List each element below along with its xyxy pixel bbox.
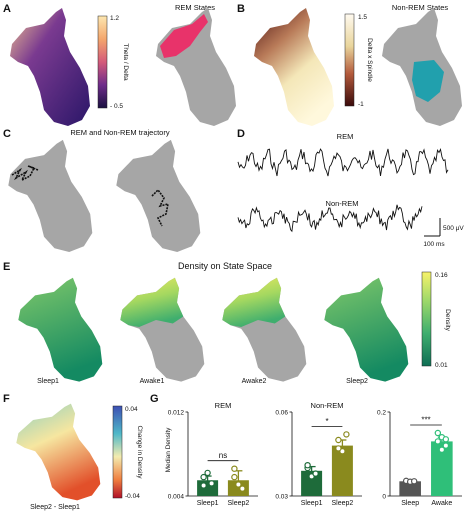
panel-c-map-left (8, 139, 93, 252)
panel-f-cbar-min: -0.04 (125, 493, 140, 500)
chart-0-title: REM (215, 401, 232, 410)
chart-1-bar-0 (301, 470, 323, 496)
chart-2-significance: *** (421, 416, 430, 425)
panel-e-caption-sleep2: Sleep2 (346, 378, 368, 385)
chart-0-point (239, 485, 246, 492)
chart-1-category-1: Sleep2 (332, 500, 354, 507)
panel-b-cbar-min: -1 (358, 101, 364, 108)
chart-1-point (312, 470, 319, 477)
panel-e-map-awake1 (120, 277, 205, 382)
chart-1-title: Non-REM (311, 401, 344, 410)
panel-b-colorbar: 1.5 -1 Delta x Spindle (344, 13, 373, 108)
chart-1-point (343, 431, 350, 438)
panel-f-cbar-label: Change in Density (136, 425, 143, 479)
chart-0-ytick-label: 0.012 (168, 409, 185, 416)
panel-a-label: A (3, 3, 11, 15)
panel-b-cbar-label: Delta x Spindle (366, 38, 373, 82)
panel-b-title: Non-REM States (392, 3, 449, 12)
chart-2-point (434, 429, 442, 437)
panel-b-map-delta (254, 8, 334, 126)
panel-a-map-rem (156, 8, 236, 126)
panel-d-rem-label: REM (337, 132, 354, 141)
panel-f-cbar-max: 0.04 (125, 406, 138, 413)
panel-d-scalebar: 500 μV 100 ms (423, 218, 464, 248)
panel-e-cbar-min: 0.01 (435, 362, 448, 369)
chart-1-point (335, 436, 342, 444)
panel-b-map-nonrem (382, 8, 462, 126)
chart-2-category-0: Sleep (401, 500, 419, 507)
chart-2-ytick-label: 0 (382, 493, 386, 500)
chart-0-point (235, 481, 242, 488)
panel-e-map-sleep1 (18, 277, 103, 382)
chart-2-category-1: Awake (431, 500, 452, 507)
panel-a-title: REM States (175, 3, 215, 12)
chart-1-category-0: Sleep1 (301, 500, 323, 507)
panel-d-nonrem-label: Non-REM (326, 199, 359, 208)
panel-f-map-change (16, 403, 101, 501)
panel-e-map-sleep2 (324, 277, 409, 382)
panel-a-cbar-min: - 0.5 (110, 103, 123, 110)
panel-e-caption-awake2: Awake2 (242, 378, 267, 385)
panel-g-bar-charts: 0.004 0.012 REM Sleep1 Sleep2 ns 0.03 0.06 Non-R… (168, 401, 462, 507)
panel-e-cbar-label: Density (444, 309, 451, 331)
panel-c-trajectory-rem (11, 165, 39, 182)
panel-d-trace-rem (237, 147, 449, 177)
chart-2-point (438, 446, 446, 453)
panel-e-label: E (3, 261, 10, 273)
panel-e-title: Density on State Space (178, 261, 272, 271)
panel-e-caption-sleep1: Sleep1 (37, 378, 59, 385)
panel-a-cbar-max: 1.2 (110, 15, 119, 22)
panel-a-map-theta (10, 8, 90, 126)
chart-2-point (442, 442, 450, 449)
chart-1-ytick-label: 0.06 (275, 409, 288, 416)
chart-0-point (204, 469, 211, 477)
chart-0-ytick-label: 0.004 (168, 493, 185, 500)
panel-f-label: F (3, 393, 10, 405)
chart-1-significance: * (325, 417, 328, 426)
panel-d-label: D (237, 128, 245, 140)
panel-e-map-awake2 (222, 277, 307, 382)
panel-c-title: REM and Non-REM trajectory (70, 128, 169, 137)
chart-2-point (442, 436, 450, 443)
chart-0-point (231, 465, 238, 472)
panel-c-trajectory-nonrem (151, 188, 170, 227)
chart-0-point (200, 473, 207, 481)
chart-2-bar-0 (399, 481, 421, 496)
chart-2-point (410, 478, 418, 485)
panel-f-caption: Sleep2 - Sleep1 (30, 504, 80, 511)
panel-c-map-right (116, 139, 201, 252)
panel-e-cbar-max: 0.16 (435, 272, 448, 279)
chart-0-point (208, 480, 215, 487)
chart-2-ytick-label: 0.2 (377, 409, 386, 416)
chart-0-significance: ns (219, 451, 227, 460)
panel-b-label: B (237, 3, 245, 15)
panel-e-caption-awake1: Awake1 (140, 378, 165, 385)
panel-c-label: C (3, 128, 11, 140)
panel-d-scale-v: 500 μV (443, 225, 464, 232)
panel-f-colorbar: 0.04 -0.04 Change in Density (112, 405, 143, 500)
chart-1-point (304, 462, 311, 469)
chart-1-bar-1 (331, 445, 353, 496)
panel-g-ylabel: Median Density (165, 427, 172, 473)
panel-d-trace-nonrem (237, 204, 423, 233)
panel-d-scale-t: 100 ms (423, 241, 445, 248)
panel-b-cbar-max: 1.5 (358, 14, 367, 21)
chart-2-bar-1 (431, 441, 453, 496)
chart-0-point (231, 473, 238, 481)
chart-2-point (434, 438, 442, 445)
panel-a-colorbar: 1.2 - 0.5 Theta / Delta (97, 15, 129, 110)
chart-0-category-1: Sleep2 (228, 500, 250, 507)
chart-0-category-0: Sleep1 (197, 500, 219, 507)
panel-e-colorbar: 0.16 0.01 Density (421, 271, 451, 369)
chart-1-point (335, 445, 342, 452)
panel-a-cbar-label: Theta / Delta (122, 43, 129, 81)
chart-0-point (200, 482, 207, 489)
chart-1-ytick-label: 0.03 (275, 493, 288, 500)
panel-g-label: G (150, 393, 159, 405)
